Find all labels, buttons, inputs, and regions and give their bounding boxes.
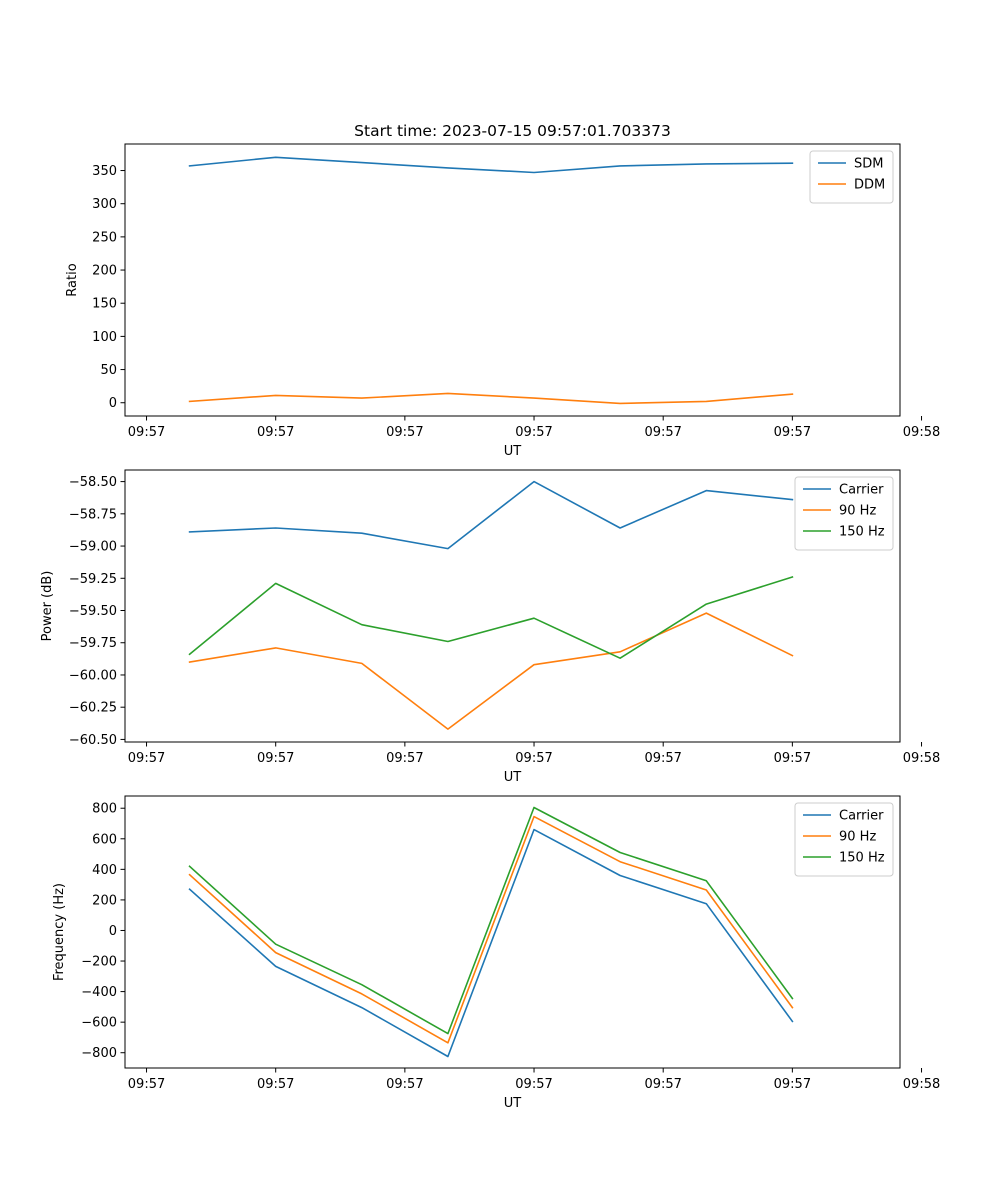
x-tick-label: 09:57	[386, 751, 423, 766]
x-axis-label: UT	[504, 444, 522, 459]
y-tick-label: 800	[92, 802, 117, 817]
x-tick-label: 09:57	[515, 1077, 552, 1092]
x-tick-label: 09:57	[644, 1077, 681, 1092]
series-line-150-hz	[188, 575, 794, 660]
series-line-carrier	[188, 828, 794, 1058]
y-tick-label: 0	[109, 396, 117, 411]
x-tick-label: 09:57	[774, 751, 811, 766]
series-line-ddm	[188, 392, 794, 405]
y-tick-label: −59.25	[69, 572, 117, 587]
y-tick-label: 200	[92, 893, 117, 908]
x-tick-label: 09:57	[644, 425, 681, 440]
legend-box	[809, 150, 894, 204]
panel-ratio: 09:57 09:57 09:57 09:57 09:57 09:57 09:58 0 50 10…	[65, 143, 940, 459]
y-tick-label: −60.50	[69, 733, 117, 748]
x-axis-label: UT	[504, 1096, 522, 1111]
panel-power: 09:57 09:57 09:57 09:57 09:57 09:57 09:58 −60.5…	[40, 469, 940, 785]
series-line-90-hz	[188, 815, 794, 1044]
legend-label: 90 Hz	[839, 504, 876, 519]
y-tick-label: −59.75	[69, 636, 117, 651]
x-axis-label: UT	[504, 770, 522, 785]
axes-frame	[124, 795, 901, 1069]
y-axis-label: Power (dB)	[40, 571, 55, 642]
x-tick-label: 09:57	[774, 425, 811, 440]
axes-frame	[124, 469, 901, 743]
x-tick-label: 09:57	[774, 1077, 811, 1092]
x-tick-label: 09:58	[903, 1077, 940, 1092]
y-tick-label: −60.00	[69, 668, 117, 683]
legend-label: 150 Hz	[839, 525, 885, 540]
x-tick-label: 09:57	[257, 425, 294, 440]
y-tick-label: −400	[81, 985, 117, 1000]
x-tick-label: 09:57	[128, 425, 165, 440]
y-tick-label: −59.00	[69, 540, 117, 555]
series-line-carrier	[188, 480, 794, 550]
x-tick-label: 09:57	[128, 1077, 165, 1092]
legend-label: Carrier	[839, 483, 884, 498]
x-tick-label: 09:57	[515, 751, 552, 766]
y-tick-label: 400	[92, 863, 117, 878]
y-tick-label: −600	[81, 1016, 117, 1031]
y-tick-label: −200	[81, 955, 117, 970]
series-line-150-hz	[188, 806, 794, 1035]
x-tick-label: 09:57	[386, 1077, 423, 1092]
legend-label: 90 Hz	[839, 830, 876, 845]
x-tick-label: 09:57	[257, 751, 294, 766]
legend-label: DDM	[854, 178, 885, 193]
series-line-sdm	[188, 156, 794, 174]
y-axis-label: Ratio	[65, 263, 80, 296]
y-tick-label: −58.50	[69, 475, 117, 490]
y-tick-label: 200	[92, 264, 117, 279]
x-tick-label: 09:57	[128, 751, 165, 766]
y-tick-label: 50	[100, 363, 117, 378]
figure-title: Start time: 2023-07-15 09:57:01.703373	[354, 122, 671, 140]
legend-label: Carrier	[839, 809, 884, 824]
legend-label: 150 Hz	[839, 851, 885, 866]
y-tick-label: 600	[92, 832, 117, 847]
y-tick-label: −59.50	[69, 604, 117, 619]
y-tick-label: 300	[92, 197, 117, 212]
y-tick-label: 350	[92, 164, 117, 179]
y-tick-label: −60.25	[69, 701, 117, 716]
y-tick-label: 150	[92, 297, 117, 312]
legend: Carrier 90 Hz 150 Hz	[794, 476, 894, 551]
y-axis-label: Frequency (Hz)	[52, 883, 67, 981]
legend: SDM DDM	[809, 150, 894, 204]
legend-label: SDM	[854, 157, 883, 172]
y-tick-label: 250	[92, 230, 117, 245]
x-tick-label: 09:57	[257, 1077, 294, 1092]
panel-frequency: 09:57 09:57 09:57 09:57 09:57 09:57 09:58 −800 −…	[52, 795, 940, 1111]
x-tick-label: 09:57	[644, 751, 681, 766]
y-tick-label: 100	[92, 330, 117, 345]
x-tick-label: 09:57	[515, 425, 552, 440]
axes-frame	[124, 143, 901, 417]
y-tick-label: 0	[109, 924, 117, 939]
y-tick-label: −800	[81, 1046, 117, 1061]
y-tick-label: −58.75	[69, 507, 117, 522]
x-tick-label: 09:58	[903, 751, 940, 766]
legend: Carrier 90 Hz 150 Hz	[794, 802, 894, 877]
x-tick-label: 09:58	[903, 425, 940, 440]
x-tick-label: 09:57	[386, 425, 423, 440]
series-line-90-hz	[188, 612, 794, 730]
